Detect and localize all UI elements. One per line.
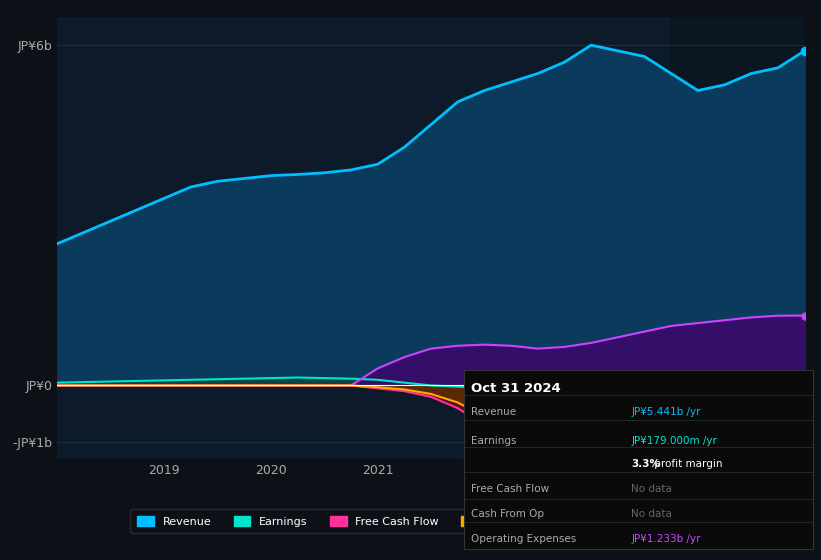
Text: JP¥5.441b /yr: JP¥5.441b /yr: [631, 407, 701, 417]
Text: JP¥179.000m /yr: JP¥179.000m /yr: [631, 436, 718, 446]
Text: Free Cash Flow: Free Cash Flow: [471, 484, 549, 494]
Legend: Revenue, Earnings, Free Cash Flow, Cash From Op, Operating Expenses: Revenue, Earnings, Free Cash Flow, Cash …: [131, 509, 732, 533]
Bar: [671, 17, 805, 459]
Text: JP¥1.233b /yr: JP¥1.233b /yr: [631, 534, 701, 544]
Text: No data: No data: [631, 484, 672, 494]
Text: Oct 31 2024: Oct 31 2024: [471, 382, 561, 395]
Text: No data: No data: [631, 510, 672, 519]
Text: Revenue: Revenue: [471, 407, 516, 417]
Text: profit margin: profit margin: [650, 459, 722, 469]
Text: 3.3%: 3.3%: [631, 459, 660, 469]
Text: Earnings: Earnings: [471, 436, 516, 446]
Text: Operating Expenses: Operating Expenses: [471, 534, 576, 544]
Text: Cash From Op: Cash From Op: [471, 510, 544, 519]
